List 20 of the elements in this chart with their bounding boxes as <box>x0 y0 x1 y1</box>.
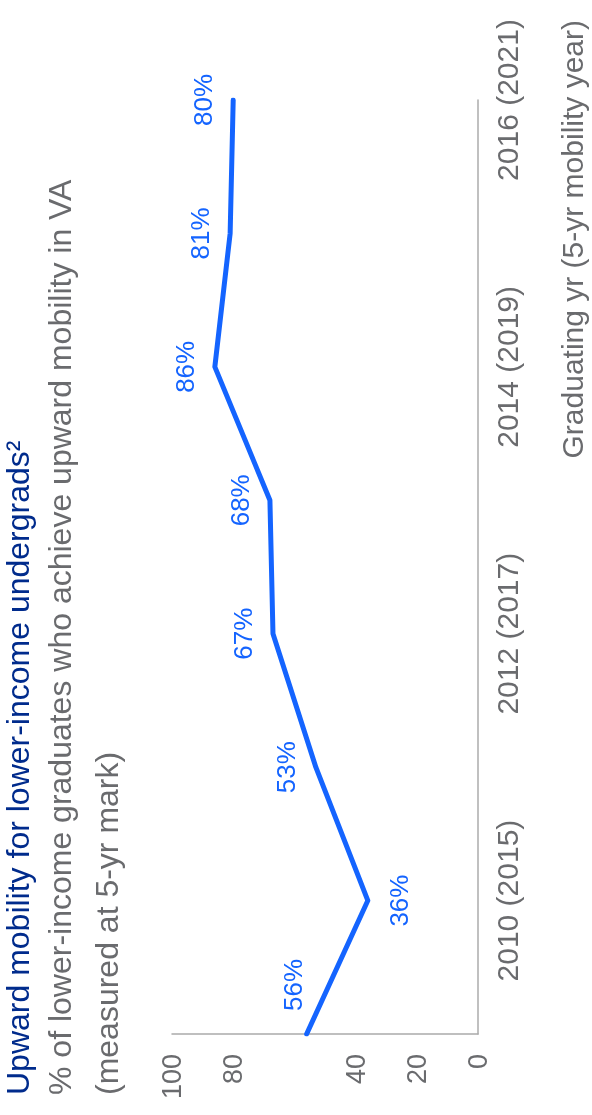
data-label: 68% <box>224 474 255 527</box>
text: Upward mobility for lower-income undergrads² <box>0 440 36 1095</box>
data-label: 86% <box>169 340 200 393</box>
y-tick-label: 2016 (2021) <box>490 19 524 181</box>
text: % of lower-income graduates who achieve upward mobility in VA (measured at 5-yr mark) <box>41 172 125 1095</box>
data-label: 80% <box>188 73 219 127</box>
y-axis-title: Graduating yr (5-yr mobility year) <box>555 20 589 459</box>
x-tick-label: 100 <box>157 1054 187 1100</box>
y-tick-label: 2010 (2015) <box>490 819 524 982</box>
data-label: 53% <box>270 741 301 794</box>
x-tick-label: 0 <box>463 1054 493 1070</box>
x-tick-label: 80 <box>218 1054 249 1085</box>
data-label: 56% <box>277 958 308 1012</box>
y-tick-label: 2012 (2017) <box>490 552 524 715</box>
data-label: 67% <box>227 607 258 660</box>
x-tick-label: 40 <box>340 1054 371 1085</box>
x-tick-label: 20 <box>401 1054 432 1085</box>
data-label: 36% <box>383 874 414 927</box>
y-tick-label: 2014 (2019) <box>490 285 524 448</box>
data-label: 81% <box>185 207 216 260</box>
